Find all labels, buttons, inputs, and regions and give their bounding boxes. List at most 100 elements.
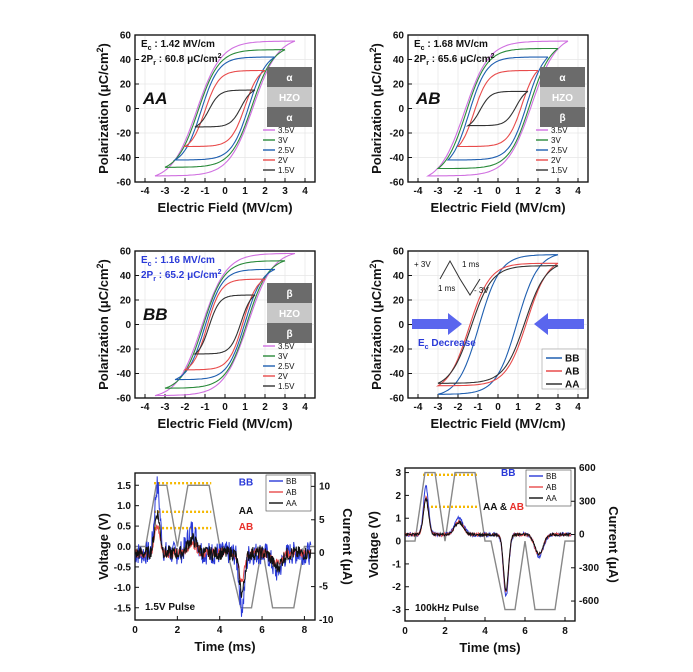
x-tick-label: 3: [282, 186, 288, 197]
inset-layer: [267, 107, 312, 127]
legend-label: BB: [286, 477, 297, 486]
y-tick-label: 0: [398, 320, 404, 331]
x-tick-label: 2: [262, 402, 268, 413]
inset-layer: [540, 67, 585, 87]
series-line-AB: [435, 262, 559, 387]
legend-label: 1.5V: [278, 166, 295, 175]
y2-tick-label: 0: [319, 548, 325, 559]
y2-tick-label: 600: [579, 463, 596, 474]
pulse-title: 1.5V Pulse: [145, 602, 195, 613]
x-tick-label: 4: [302, 186, 308, 197]
y-tick-label: 40: [393, 271, 405, 282]
x-axis-label: Electric Field (MV/cm): [157, 416, 292, 431]
legend-label: 2.5V: [278, 362, 295, 371]
hysteresis-panel-AA: -4 -3 -2 -1 0 1 2 3 4 -60 -40 -20 0 20 40 60 Electric Fi…: [95, 31, 316, 215]
y-tick-label: 1.5: [117, 481, 131, 492]
y-tick-label: 0.5: [117, 522, 131, 533]
x-tick-label: -1: [474, 402, 483, 413]
y-tick-label: 20: [393, 296, 405, 307]
pulse-label: 1 ms: [462, 260, 479, 269]
y-axis-label: Polarization (μC/cm2): [368, 259, 384, 390]
plot-border: [134, 250, 316, 399]
series-line-2V: [183, 69, 266, 148]
plot-border: [407, 34, 589, 183]
x-tick-label: 4: [482, 626, 488, 637]
inset-layer: [267, 283, 312, 303]
y-tick-label: -20: [117, 345, 132, 356]
series-line-2V: [456, 69, 539, 148]
series-line-1.5V: [465, 90, 529, 127]
x-tick-label: -4: [414, 186, 423, 197]
current-trace-AA: [404, 497, 572, 592]
y-tick-label: 0: [398, 104, 404, 115]
ec-annotation: Ec : 1.42 MV/cm: [141, 39, 215, 52]
x-tick-label: 2: [262, 186, 268, 197]
y-tick-label: 2: [395, 491, 401, 502]
y2-tick-label: -300: [579, 563, 599, 574]
pulse-panel-p100k: 0 2 4 6 8 -3 -2 -1 0 1 2 3 -600 -300 0 300 600 BB AA & AB B…: [366, 463, 621, 655]
series-line-2V: [183, 278, 266, 371]
x-tick-label: 0: [222, 186, 228, 197]
x-tick-label: 0: [222, 402, 228, 413]
x-tick-label: -4: [141, 402, 150, 413]
y-tick-label: 60: [393, 247, 405, 258]
legend-label: AB: [565, 367, 579, 378]
x-tick-label: -4: [141, 186, 150, 197]
y2-tick-label: -600: [579, 596, 599, 607]
inset-layer-label: β: [559, 113, 565, 124]
x-tick-label: 4: [575, 402, 581, 413]
pr-annotation: 2Pr : 65.6 μC/cm2: [414, 53, 495, 67]
y-tick-label: -40: [117, 369, 132, 380]
x-tick-label: 8: [562, 626, 568, 637]
y-axis-label: Polarization (μC/cm2): [95, 43, 111, 174]
legend-label: 3V: [278, 352, 288, 361]
x-tick-label: -3: [434, 186, 443, 197]
y-axis-label: Polarization (μC/cm2): [368, 43, 384, 174]
y2-tick-label: 5: [319, 515, 325, 526]
legend-label: BB: [565, 354, 579, 365]
x-tick-label: 1: [242, 402, 248, 413]
x-tick-label: 8: [302, 625, 308, 636]
x-tick-label: 4: [302, 402, 308, 413]
x-tick-label: 4: [217, 625, 223, 636]
inset-layer: [540, 107, 585, 127]
inset-layer: [267, 303, 312, 323]
y-tick-label: -3: [392, 605, 401, 616]
series-line-2.5V: [174, 268, 276, 381]
y-tick-label: -60: [390, 394, 405, 405]
plot-border: [407, 250, 589, 399]
y2-tick-label: -5: [319, 582, 328, 593]
legend-label: AB: [546, 483, 557, 492]
voltage-trace: [405, 471, 575, 611]
inset-layer: [267, 87, 312, 107]
y-tick-label: 60: [120, 247, 132, 258]
y-tick-label: 20: [120, 80, 132, 91]
y-tick-label: 20: [120, 296, 132, 307]
inset-layer: [540, 87, 585, 107]
series-line-2.5V: [446, 56, 549, 161]
series-line-3V: [164, 49, 286, 168]
y-tick-label: 40: [120, 271, 132, 282]
legend-label: 1.5V: [278, 382, 295, 391]
x-axis-label: Electric Field (MV/cm): [430, 416, 565, 431]
x-tick-label: 6: [522, 626, 528, 637]
arrow-right-icon: [412, 313, 462, 335]
y-tick-label: -0.5: [114, 562, 132, 573]
level-label: AA & AB: [483, 502, 524, 513]
inset-layer-label: α: [286, 113, 293, 124]
inset-layer-label: α: [286, 73, 293, 84]
plot-border: [134, 34, 316, 183]
series-line-1.5V: [193, 294, 256, 355]
y2-tick-label: 10: [319, 481, 331, 492]
y-tick-label: 40: [120, 55, 132, 66]
series-line-3V: [164, 260, 286, 389]
x-tick-label: 4: [575, 186, 581, 197]
x-axis-label: Time (ms): [459, 640, 520, 655]
series-line-3.5V: [154, 252, 296, 397]
y-tick-label: -1.5: [114, 603, 132, 614]
x-tick-label: -3: [434, 402, 443, 413]
y-tick-label: 1.0: [117, 501, 131, 512]
legend-label: AA: [286, 499, 297, 508]
legend-label: 2V: [278, 372, 288, 381]
y-tick-label: -1.0: [114, 583, 132, 594]
